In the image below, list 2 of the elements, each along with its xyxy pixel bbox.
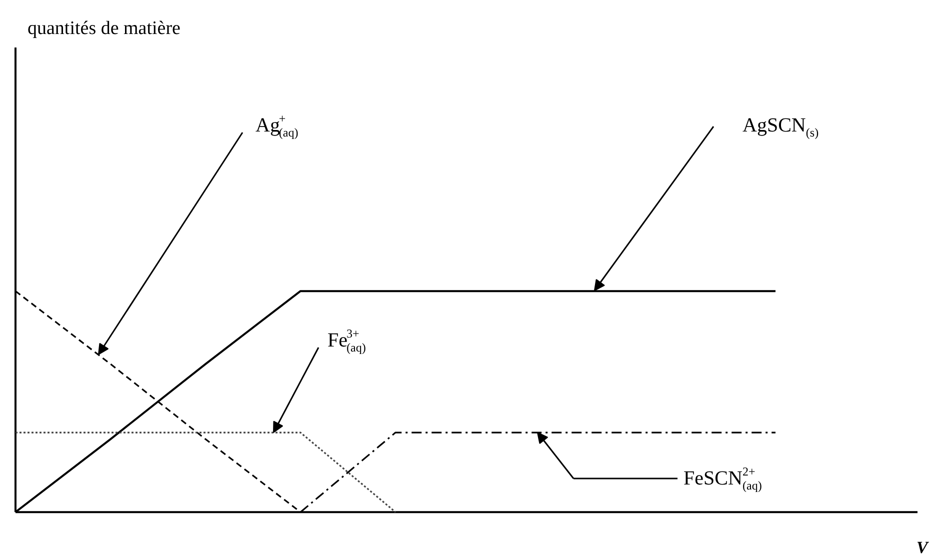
text: quantités de matière [28,18,180,39]
text: V [916,538,930,556]
